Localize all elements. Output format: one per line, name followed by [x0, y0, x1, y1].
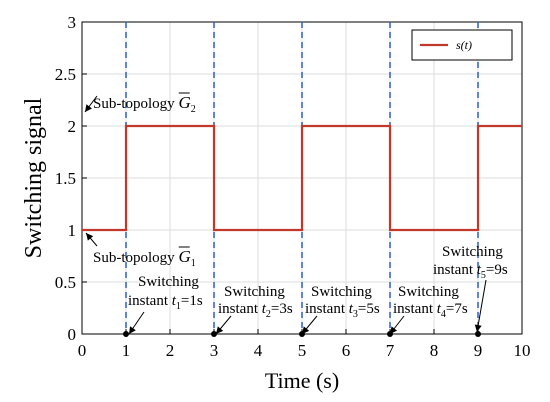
x-tick-label: 6	[342, 341, 351, 360]
y-tick-label: 3	[68, 13, 77, 32]
instant-annotation-arrow-head	[474, 324, 482, 332]
y-tick-label: 1	[68, 221, 77, 240]
x-tick-label: 2	[166, 341, 175, 360]
instant-annotation-line2: instant t4=7s	[393, 301, 468, 320]
instant-marker	[475, 331, 481, 337]
instant-annotation-arrow-head	[390, 326, 398, 334]
axis-ticks: 0 1 2 3 4 5 6 7 8 9 10 0 0.5 1 1.5 2 2.5 3	[55, 13, 531, 360]
x-tick-label: 8	[430, 341, 439, 360]
instant-annotation-line2: instant t1=1s	[128, 293, 203, 312]
series-line-s-t	[82, 124, 522, 232]
instant-annotation-arrow-head	[216, 326, 224, 334]
instant-annotation-line2: instant t3=5s	[305, 301, 380, 320]
x-tick-label: 1	[122, 341, 131, 360]
y-tick-label: 2.5	[55, 65, 76, 84]
instant-annotation-line1: Switching	[224, 284, 285, 300]
x-tick-label: 4	[254, 341, 263, 360]
x-axis-label: Time (s)	[265, 368, 339, 393]
y-tick-label: 2	[68, 117, 77, 136]
instant-annotation-line2: instant t2=3s	[218, 301, 293, 320]
instant-marker	[123, 331, 129, 337]
x-tick-label: 5	[298, 341, 307, 360]
sub-topology-2-label: Sub-topology G2	[93, 93, 196, 115]
instant-annotation-arrow-head	[302, 326, 310, 334]
x-tick-label: 7	[386, 341, 395, 360]
sub-topology-1-label: Sub-topology G1	[93, 247, 196, 269]
instant-annotation-line2: instant t5=9s	[433, 262, 508, 281]
x-tick-label: 3	[210, 341, 219, 360]
x-tick-label: 9	[474, 341, 483, 360]
y-axis-label: Switching signal	[21, 97, 47, 258]
y-tick-label: 0	[68, 325, 77, 344]
series-layer	[82, 124, 522, 232]
y-tick-label: 0.5	[55, 273, 76, 292]
sub-topology-1-arrow-head	[86, 233, 94, 241]
legend: s(t)	[411, 29, 513, 61]
x-tick-label: 0	[78, 341, 87, 360]
sub-topology-2-arrow-head	[85, 104, 92, 112]
instant-annotation-arrow-head	[129, 326, 136, 334]
legend-label: s(t)	[456, 38, 472, 52]
instant-annotation-line1: Switching	[398, 284, 459, 300]
instant-annotation-arrow-shaft	[476, 279, 487, 333]
x-tick-label: 10	[514, 341, 531, 360]
instant-annotation-line1: Switching	[442, 244, 503, 260]
instant-annotation-line1: Switching	[138, 274, 199, 290]
instant-annotation-line1: Switching	[311, 284, 372, 300]
instant-marker	[211, 331, 217, 337]
y-tick-label: 1.5	[55, 169, 76, 188]
